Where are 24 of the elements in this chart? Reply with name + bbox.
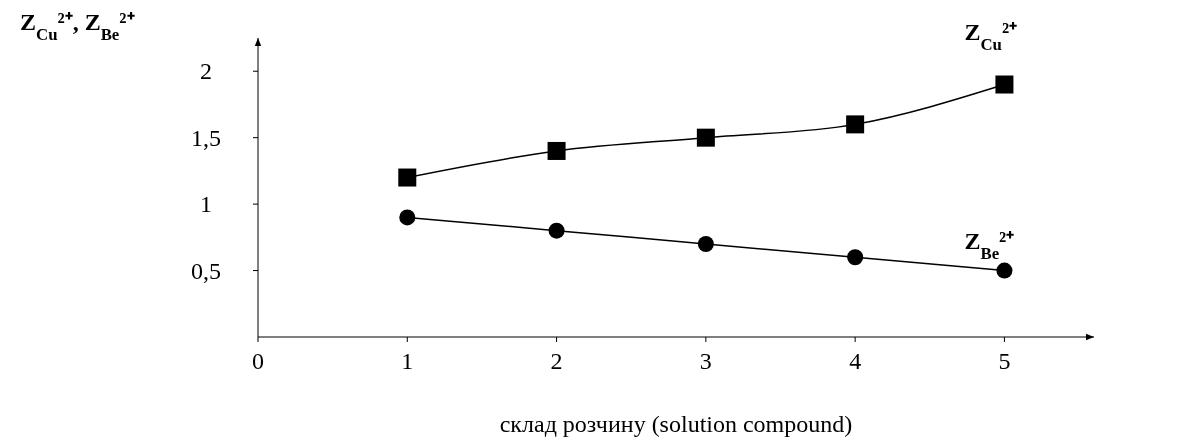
x-tick-label: 3 bbox=[699, 348, 712, 374]
x-axis-title: склад розчину (solution compound) bbox=[499, 411, 853, 437]
y-tick-label: 0,5 bbox=[191, 257, 221, 284]
x-tick-label: 5 bbox=[998, 348, 1011, 374]
point bbox=[399, 209, 416, 226]
series-label: Z$_{Cu}$²⁺ bbox=[964, 18, 1018, 54]
point bbox=[847, 249, 864, 266]
y-axis-title: Z$_{Cu}$²⁺, Z$_{Be}$²⁺ bbox=[20, 9, 135, 44]
point bbox=[846, 115, 865, 134]
y-tick-label: 1,5 bbox=[191, 124, 221, 151]
point bbox=[995, 75, 1014, 94]
point bbox=[696, 128, 715, 147]
point bbox=[697, 235, 714, 252]
x-tick-label: 1 bbox=[401, 348, 414, 374]
x-tick-label: 2 bbox=[550, 348, 563, 374]
point bbox=[398, 168, 417, 187]
x-tick-label: 0 bbox=[252, 348, 264, 374]
point bbox=[996, 262, 1013, 279]
point bbox=[547, 141, 566, 160]
y-tick-label: 2 bbox=[200, 58, 212, 85]
series-label: Z$_{Be}$²⁺ bbox=[964, 227, 1015, 263]
y-tick-label: 1 bbox=[200, 191, 212, 218]
x-tick-label: 4 bbox=[849, 348, 862, 374]
point bbox=[548, 222, 565, 239]
